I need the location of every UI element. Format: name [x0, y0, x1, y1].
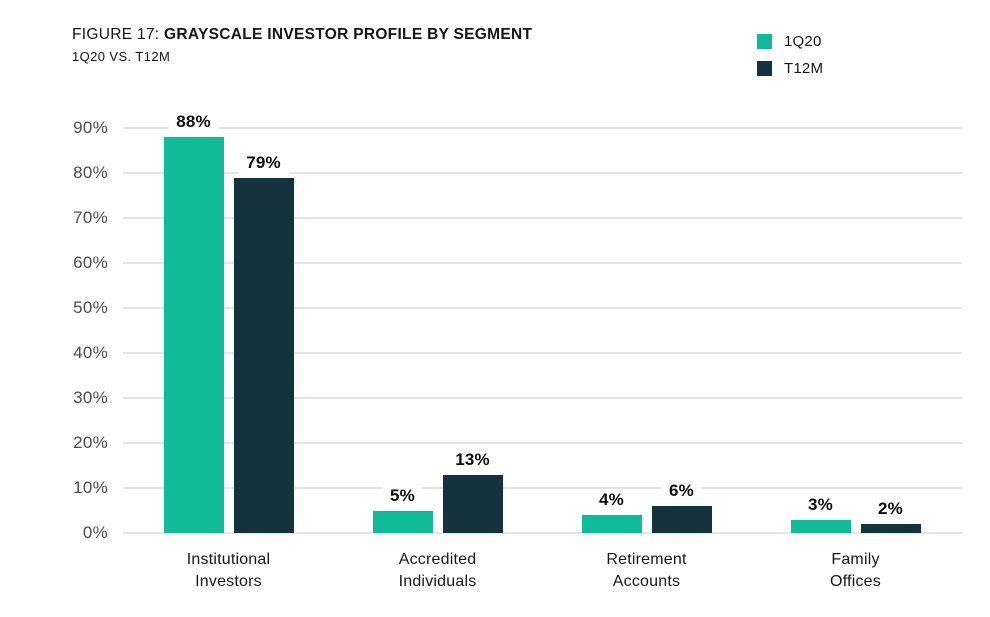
legend-swatch-t12m: [757, 60, 772, 76]
chart-title-text: GRAYSCALE INVESTOR PROFILE BY SEGMENT: [164, 26, 533, 43]
bar-value-label: 5%: [382, 484, 423, 508]
bar-1q20-3: [581, 515, 642, 533]
y-axis-tick-label: 40%: [73, 343, 108, 362]
bar-value-label: 13%: [447, 448, 498, 472]
x-axis-category-label: Retirement Accounts: [606, 551, 687, 590]
gridline: [123, 127, 962, 129]
bar-value-label: 4%: [591, 489, 632, 512]
gridline: [123, 262, 962, 264]
bar-value-label: 79%: [238, 151, 289, 175]
x-axis-category-label: Accredited Individuals: [398, 551, 477, 590]
bar-t12m-3: [651, 506, 712, 533]
bar-value-label: 88%: [168, 111, 219, 134]
figure-number-label: FIGURE 17:: [72, 26, 160, 43]
legend-label-t12m: T12M: [784, 59, 824, 77]
y-axis-tick-label: 70%: [73, 208, 108, 227]
bar-1q20-2: [372, 510, 433, 533]
gridline: [123, 487, 962, 489]
chart-subtitle: 1Q20 VS. T12M: [72, 49, 171, 64]
bar-t12m-2: [442, 474, 503, 533]
bar-value-label: 3%: [800, 493, 841, 517]
bar-t12m-1: [233, 177, 294, 533]
chart-title: FIGURE 17: GRAYSCALE INVESTOR PROFILE BY…: [72, 26, 532, 44]
y-axis-tick-label: 80%: [73, 163, 108, 182]
bar-t12m-4: [860, 524, 921, 533]
gridline: [123, 172, 962, 174]
y-axis-tick-label: 50%: [73, 298, 108, 317]
legend-item-1q20: 1Q20: [757, 32, 823, 50]
y-axis-tick-label: 60%: [73, 253, 108, 272]
x-axis-category-label: Family Offices: [830, 551, 881, 590]
bar-1q20-1: [163, 137, 224, 533]
gridline: [123, 217, 962, 219]
chart-header: FIGURE 17: GRAYSCALE INVESTOR PROFILE BY…: [72, 26, 532, 64]
chart-legend: 1Q20 T12M: [757, 33, 823, 87]
legend-swatch-1q20: [757, 33, 772, 49]
bar-1q20-4: [790, 519, 851, 533]
gridline: [123, 397, 962, 399]
y-axis-tick-label: 10%: [73, 478, 108, 497]
gridline: [123, 532, 962, 534]
legend-label-1q20: 1Q20: [784, 32, 822, 50]
gridline: [123, 307, 962, 309]
bar-value-label: 6%: [661, 480, 702, 503]
gridline: [123, 442, 962, 444]
gridline: [123, 352, 962, 354]
y-axis-tick-label: 90%: [73, 118, 108, 137]
y-axis-tick-label: 20%: [73, 433, 108, 452]
x-axis-category-label: Institutional Investors: [186, 551, 271, 590]
legend-item-t12m: T12M: [757, 59, 824, 77]
y-axis-tick-label: 30%: [73, 388, 108, 407]
bar-value-label: 2%: [870, 498, 911, 521]
plot-area: 88% 79% 5% 13% 4% 6% 3% 2%: [123, 111, 962, 534]
y-axis-tick-label: 0%: [82, 523, 108, 542]
